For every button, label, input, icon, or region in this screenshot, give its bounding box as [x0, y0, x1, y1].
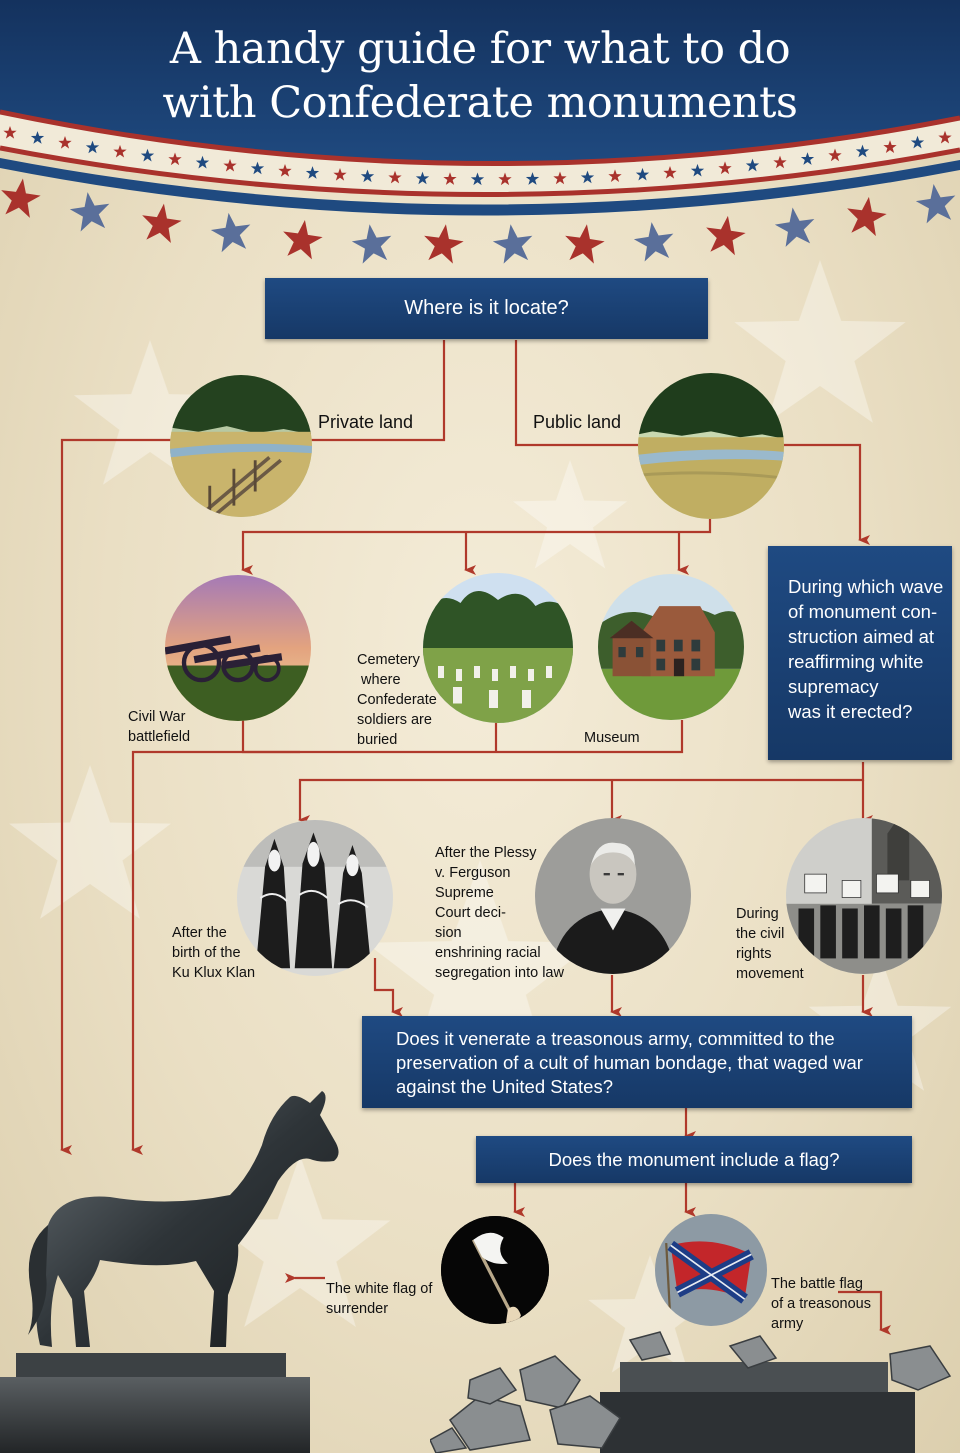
- civil-rights-line: rights: [736, 946, 772, 962]
- white-flag-line: surrender: [326, 1301, 389, 1317]
- cemetery-line: Cemetery: [357, 652, 420, 668]
- klan-line: Ku Klux Klan: [172, 965, 256, 981]
- cemetery-photo-icon: [423, 573, 573, 723]
- question-location: Where is it locate?: [265, 278, 708, 339]
- plessy-line: Supreme: [435, 885, 494, 901]
- venerate-line: preservation of a cult of human bondage,…: [396, 1052, 863, 1073]
- battle-flag-line: of a treasonous: [771, 1296, 871, 1312]
- civil-rights-line: movement: [736, 966, 804, 982]
- option-private-land: Private land: [318, 412, 414, 432]
- wave-line: supremacy: [788, 676, 879, 697]
- venerate-line: against the United States?: [396, 1076, 614, 1097]
- horse-statue-icon: [0, 1091, 339, 1453]
- venerate-line: Does it venerate a treasonous army, comm…: [396, 1028, 835, 1049]
- battle-flag-line: army: [771, 1316, 804, 1332]
- field-photo-icon: [638, 373, 784, 519]
- question-venerate: Does it venerate a treasonous army, comm…: [362, 1016, 912, 1108]
- plessy-line: After the Plessy: [435, 845, 537, 861]
- cannon-photo-icon: [165, 575, 311, 721]
- white-flag-line: The white flag of: [326, 1281, 433, 1297]
- white-flag-icon: [441, 1216, 549, 1324]
- option-plessy: After the Plessy v. Ferguson Supreme Cou…: [435, 843, 564, 983]
- option-klan: After the birth of the Ku Klux Klan: [172, 923, 256, 983]
- cemetery-line: Confederate: [357, 692, 437, 708]
- option-cemetery: Cemetery where Confederate soldiers are …: [357, 650, 437, 750]
- klan-line: After the: [172, 925, 227, 941]
- plessy-line: v. Ferguson: [435, 865, 511, 881]
- plessy-line: segregation into law: [435, 965, 564, 981]
- field-photo-icon: [170, 375, 312, 517]
- battle-flag-icon: [655, 1214, 767, 1326]
- wave-line: of monument con-: [788, 601, 938, 622]
- wave-line: was it erected?: [788, 701, 913, 722]
- battlefield-line: battlefield: [128, 729, 191, 745]
- title-line-2: with Confederate monuments: [162, 78, 798, 128]
- wave-line: struction aimed at: [788, 626, 935, 647]
- battlefield-line: Civil War: [128, 709, 186, 725]
- wave-line: reaffirming white: [788, 651, 924, 672]
- civil-rights-line: During: [736, 906, 779, 922]
- plessy-line: enshrining racial: [435, 945, 541, 961]
- plessy-line: Court deci-: [435, 905, 506, 921]
- title-line-1: A handy guide for what to do: [169, 24, 791, 74]
- option-battlefield: Civil War battlefield: [128, 707, 190, 747]
- cemetery-line: buried: [357, 732, 398, 748]
- battle-flag-line: The battle flag: [771, 1276, 863, 1292]
- banner: [0, 0, 960, 265]
- civil-rights-line: the civil: [736, 926, 785, 942]
- klan-photo-icon: [237, 820, 393, 976]
- question-flag: Does the monument include a flag?: [476, 1136, 912, 1183]
- cemetery-line: soldiers are: [357, 712, 432, 728]
- museum-photo-icon: [598, 574, 744, 720]
- klan-line: birth of the: [172, 945, 241, 961]
- cemetery-line: where: [357, 672, 401, 688]
- option-battle-flag: The battle flag of a treasonous army: [771, 1274, 871, 1334]
- wave-line: During which wave: [788, 576, 944, 597]
- option-public-land: Public land: [533, 412, 622, 432]
- option-civil-rights: During the civil rights movement: [736, 904, 804, 984]
- page-title: A handy guide for what to do with Confed…: [0, 22, 960, 130]
- question-wave: During which wave of monument con- struc…: [768, 546, 952, 760]
- rubble-icon: [430, 1331, 952, 1453]
- protest-photo-icon: [786, 818, 942, 974]
- option-white-flag: The white flag of surrender: [326, 1279, 432, 1319]
- option-museum: Museum: [584, 730, 640, 746]
- judge-photo-icon: [535, 818, 691, 974]
- plessy-line: sion: [435, 925, 462, 941]
